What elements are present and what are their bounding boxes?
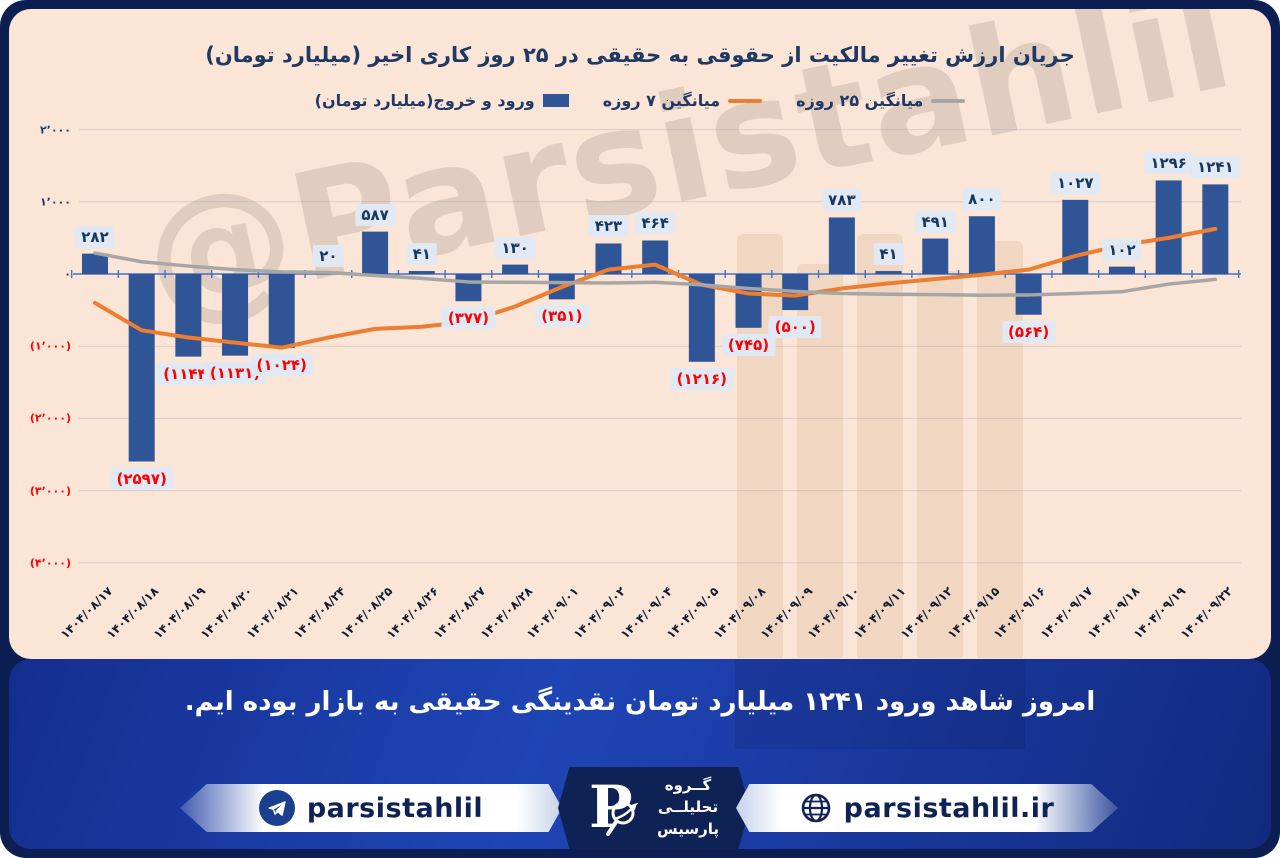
legend-item-ma7: میانگین ۷ روزه bbox=[602, 91, 763, 110]
y-axis-tick-label: ۲٬۰۰۰ bbox=[39, 123, 71, 137]
legend-label: میانگین ۷ روزه bbox=[602, 91, 721, 110]
bar-value-chip: ۵۸۷ bbox=[355, 203, 395, 226]
telegram-handle: parsistahlil bbox=[306, 792, 484, 824]
ma7-line-swatch-icon bbox=[728, 98, 763, 103]
bar-value-chip: ۷۸۳ bbox=[822, 189, 862, 212]
legend-label: میانگین ۲۵ روزه bbox=[796, 91, 924, 110]
bar-value-chip: (۱۲۱۶) bbox=[670, 367, 733, 390]
bar bbox=[1062, 199, 1089, 274]
ghost-column bbox=[917, 271, 963, 658]
brand-logo-block: P گــروه تحلیلــی پارسیس bbox=[558, 767, 750, 849]
ma25-line bbox=[93, 251, 1218, 298]
bar-value-chip: (۳۷۷) bbox=[441, 307, 496, 330]
y-axis-tick-label: (۳٬۰۰۰) bbox=[29, 484, 71, 498]
chart-title: جریان ارزش تغییر مالکیت از حقوقی به حقیق… bbox=[205, 43, 1075, 67]
bar-value-chip: ۴۱ bbox=[873, 243, 904, 266]
bar-value-chip: (۵۶۴) bbox=[1002, 320, 1056, 343]
website-banner: parsistahlil.ir bbox=[736, 784, 1118, 832]
bar bbox=[922, 238, 949, 274]
bar bbox=[1155, 180, 1182, 274]
chart-plot-area bbox=[70, 129, 1241, 564]
bar bbox=[175, 274, 202, 357]
bar-value-chip: ۸۰۰ bbox=[962, 188, 1002, 211]
ghost-column bbox=[857, 234, 903, 658]
bar bbox=[362, 231, 389, 274]
ma7-line bbox=[93, 226, 1218, 350]
bar-value-chip: ۲۸۲ bbox=[75, 225, 115, 248]
bar bbox=[828, 217, 855, 274]
bottom-section: امروز شاهد ورود ۱۲۴۱ میلیارد تومان نقدین… bbox=[9, 659, 1271, 849]
ma25-line-swatch-icon bbox=[931, 98, 966, 103]
bar bbox=[968, 216, 995, 274]
ghost-shade bbox=[735, 659, 1025, 749]
legend-label: ورود و خروج(میلیارد تومان) bbox=[314, 91, 535, 110]
bar bbox=[455, 274, 482, 302]
bar bbox=[82, 253, 108, 274]
chart-card: @Parsistahlil جریان ارزش تغییر مالکیت از… bbox=[9, 9, 1271, 659]
bar-value-chip: (۳۵۱) bbox=[535, 305, 589, 328]
summary-message: امروز شاهد ورود ۱۲۴۱ میلیارد تومان نقدین… bbox=[184, 687, 1096, 717]
bar bbox=[128, 274, 155, 462]
bar bbox=[408, 271, 435, 274]
footer-bar: parsistahlil P گــروه تحلیلــی bbox=[9, 767, 1271, 849]
website-url: parsistahlil.ir bbox=[843, 792, 1055, 824]
bar bbox=[735, 274, 762, 328]
bar-value-chip: (۷۴۵) bbox=[721, 333, 776, 356]
bar-value-chip: (۱۰۲۴) bbox=[250, 353, 313, 376]
bar bbox=[268, 274, 295, 348]
bar-value-chip: ۱۲۴۱ bbox=[1191, 156, 1240, 179]
telegram-icon bbox=[258, 790, 295, 826]
brand-logo-icon: P bbox=[589, 777, 647, 839]
bar-value-chip: ۱۳۰ bbox=[495, 236, 535, 259]
y-axis-tick-label: (۱٬۰۰۰) bbox=[29, 339, 71, 353]
y-axis-tick-label: (۲٬۰۰۰) bbox=[29, 411, 71, 425]
bar bbox=[688, 274, 715, 362]
legend-item-ma25: میانگین ۲۵ روزه bbox=[796, 91, 966, 110]
legend-item-flows: ورود و خروج(میلیارد تومان) bbox=[315, 91, 569, 110]
bar-value-chip: ۲۰ bbox=[313, 244, 344, 267]
brand-line: گــروه bbox=[664, 776, 712, 795]
ghost-column bbox=[977, 241, 1023, 658]
bar-value-chip: ۱۲۹۶ bbox=[1144, 152, 1193, 175]
bar-value-chip: ۴۲۳ bbox=[588, 215, 629, 238]
bar-value-chip: ۱۰۲۷ bbox=[1050, 171, 1100, 194]
bar-value-chip: (۵۰۰) bbox=[768, 316, 822, 339]
y-axis-tick-label: ۰ bbox=[64, 267, 71, 281]
y-axis-tick-label: ۱٬۰۰۰ bbox=[39, 195, 71, 209]
bar-value-chip: ۴۱ bbox=[406, 243, 437, 266]
bar bbox=[502, 264, 529, 274]
bar bbox=[1108, 266, 1135, 274]
bar-value-chip: ۴۶۴ bbox=[635, 212, 675, 235]
bar-value-chip: ۴۹۱ bbox=[915, 210, 955, 233]
bar-series-swatch-icon bbox=[542, 94, 569, 107]
y-axis-tick-label: (۴٬۰۰۰) bbox=[29, 556, 71, 570]
telegram-banner: parsistahlil bbox=[180, 784, 562, 832]
chart-legend: ورود و خروج(میلیارد تومان) میانگین ۷ روز… bbox=[9, 91, 1271, 110]
globe-icon bbox=[800, 792, 832, 824]
bar-value-chip: ۱۰۲ bbox=[1102, 238, 1142, 261]
brand-name-lines: گــروه تحلیلــی پارسیس bbox=[657, 775, 719, 840]
brand-line: پارسیس bbox=[657, 819, 719, 838]
bar-value-chip: (۲۵۹۷) bbox=[110, 467, 173, 490]
brand-line: تحلیلــی bbox=[657, 798, 719, 817]
bar bbox=[875, 271, 902, 274]
